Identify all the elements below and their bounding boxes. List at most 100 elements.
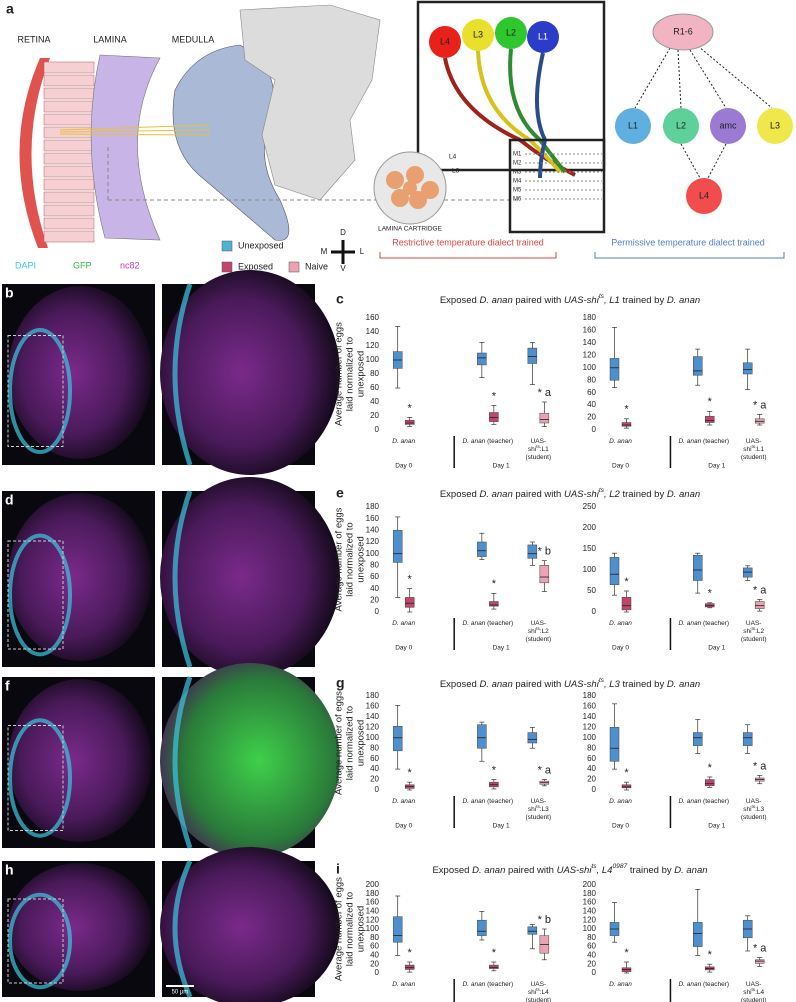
chart-title-part: paired with [505,865,556,876]
x-tick-label-part: UAS- [746,620,762,627]
annotation: * [492,764,497,776]
stain-label: DAPI [15,260,36,270]
lobe [172,859,193,998]
x-tick-label: shits:L4 [528,987,549,996]
y-tick-label: 20 [370,411,379,420]
x-tick-label: shits:L2 [743,626,764,635]
label: L3 [452,168,460,175]
box [705,416,715,423]
y-tick-label: 80 [587,375,596,384]
x-tick-label-part: D. anan [463,798,486,805]
y-tick-label: 140 [366,327,380,336]
tree-node [663,108,699,144]
legend: DAPI GFP nc82 Unexposed Exposed Naive [15,240,328,273]
lobe [172,283,193,466]
x-tick-label-part: D. anan [609,620,632,627]
y-axis-label-line: laid normalized to [345,892,356,966]
tree-label: L4 [699,190,709,200]
layer-label: M2 [513,161,522,167]
x-tick-label: (student) [741,814,767,821]
label: MEDULLA [172,34,215,44]
x-tick-label-part: :L3 [755,806,764,813]
chart-title-part: Exposed [440,489,480,500]
y-tick-label: 60 [370,572,379,581]
annotation: * [492,947,497,959]
box [392,916,403,943]
y-tick-label: 180 [366,691,380,700]
ommatidia [43,61,95,243]
group-label: Day 1 [708,823,725,830]
box [489,964,499,969]
x-tick-label-part: shi [528,628,536,635]
x-tick-label: D. anan (teacher) [463,438,514,445]
y-tick-label: 20 [587,775,596,784]
tree-node [710,108,746,144]
x-tick-label-part: ts [536,444,540,449]
x-tick-label: (student) [526,997,552,1002]
y-axis-label-line: unexposed [356,720,367,766]
projection [59,124,211,136]
chart-title-part: trained by [620,295,667,306]
legend-label: Naive [305,261,328,271]
y-tick-label: 100 [583,565,597,574]
annotation: * [708,588,713,600]
y-tick-label: 80 [587,743,596,752]
annotation: * a [753,584,767,596]
y-tick-label: 80 [370,743,379,752]
tree-node [757,108,793,144]
y-tick-label: 0 [592,425,597,434]
tissue [8,286,152,459]
x-tick-label-part: D. anan [678,620,701,627]
ommatidium [43,217,95,230]
x-tick-label-part: (teacher) [485,798,513,805]
lobe [172,490,193,668]
x-tick-label-part: D. anan [463,438,486,445]
chart-title-part: paired with [513,295,564,306]
x-tick-label-part: ts [536,804,540,809]
box [693,732,703,746]
chart-title-part: , L4 [597,865,613,876]
x-tick-label-part: :L3 [540,806,549,813]
y-tick-label: 40 [587,764,596,773]
box [705,779,715,787]
chart-title-part: D. anan [479,679,512,690]
chart-title-part: ts [591,863,597,870]
box [539,412,550,424]
x-tick-label-part: D. anan [463,981,486,988]
panel-letter: g [336,675,345,691]
annotation: * a [753,943,767,955]
layer-label: M3 [513,170,522,176]
chart-title-part: , L1 [604,295,620,306]
chart-title-part: D. anan [479,295,512,306]
y-tick-label: 140 [583,338,597,347]
x-tick-label-part: shi [528,446,536,453]
chart-title: Exposed D. anan paired with UAS-shits, L… [440,293,700,305]
zoom-box [7,898,64,984]
annotation: * [708,762,713,774]
y-axis-label-line: Average number of eggs [334,877,345,981]
layer-label: M6 [513,197,522,203]
x-tick-label-part: :L1 [540,446,549,453]
ommatidium [43,178,95,191]
x-tick-label: UAS- [746,981,762,988]
y-tick-label: 60 [587,388,596,397]
y-tick-label: 120 [583,722,597,731]
y-tick-label: 40 [370,397,379,406]
chart-title-part: , L2 [604,489,621,500]
layer-label: M1 [513,152,522,158]
x-tick-label: D. anan (teacher) [463,620,514,627]
y-tick-label: 140 [366,712,380,721]
annotation: * [624,947,629,959]
x-tick-label-part: shi [743,806,751,813]
lobe [8,533,72,657]
lamina [90,54,161,241]
x-tick-label-part: D. anan [609,438,632,445]
tree-node [686,178,722,214]
y-tick-label: 160 [583,898,597,907]
layers: M1 M2 M3 M4 M5 M6 [513,152,602,203]
box [754,601,765,609]
box [693,922,703,947]
y-tick-label: 120 [366,537,380,546]
y-tick-label: 140 [366,525,380,534]
y-axis-label: Average number of eggs laid normalized to… [334,877,367,981]
